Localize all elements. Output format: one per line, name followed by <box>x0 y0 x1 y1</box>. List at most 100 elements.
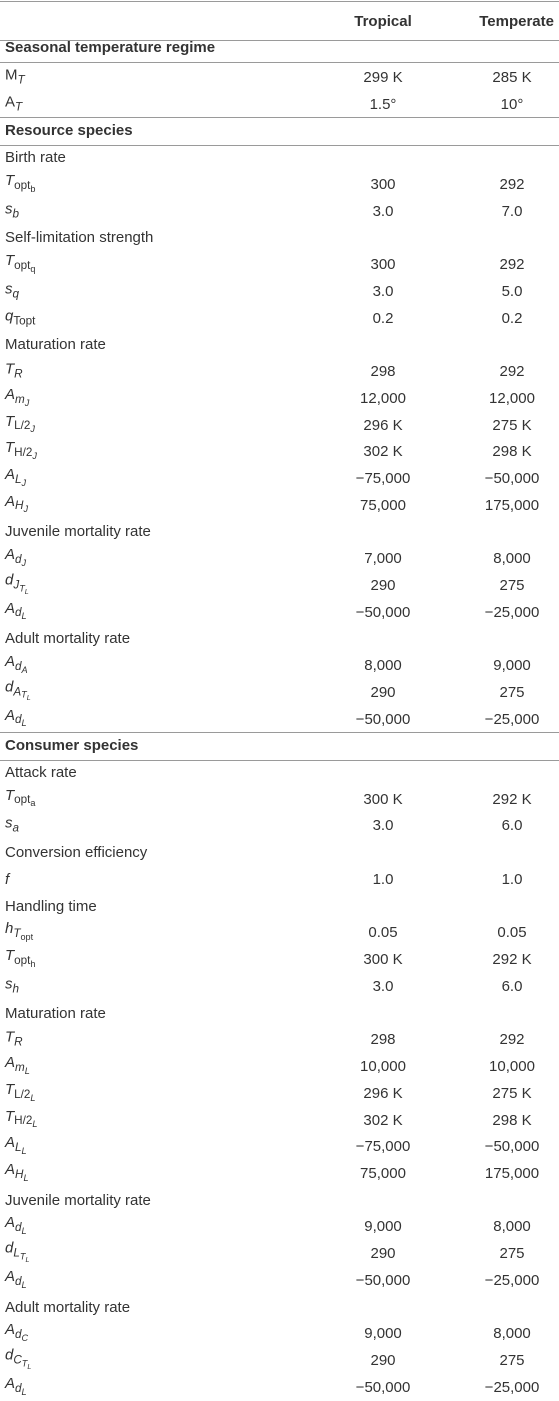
value-cell: 0.2 <box>372 309 394 327</box>
symbol-part: q <box>12 287 20 301</box>
value-cell: 292 <box>499 256 525 274</box>
symbol-part: R <box>14 367 23 381</box>
value-cell: 275 <box>499 1245 525 1263</box>
value-cell: 0.05 <box>497 924 527 942</box>
symbol-part: opt <box>20 932 34 943</box>
symbol-part: A <box>5 93 16 111</box>
symbol-part: J <box>30 424 35 435</box>
symbol-part: A <box>5 466 16 484</box>
value-cell: 6.0 <box>501 817 523 835</box>
value-cell: 275 K <box>492 416 532 434</box>
value-cell: 298 <box>370 363 396 381</box>
symbol-part: T <box>19 1251 26 1262</box>
symbol-part: T <box>5 360 15 378</box>
parameter-symbol: AmL <box>5 1054 30 1080</box>
value-cell: 5.0 <box>501 282 523 300</box>
symbol-part: L/2 <box>14 419 31 433</box>
parameter-symbol: ALJ <box>5 466 26 492</box>
subscript: dL <box>15 713 27 728</box>
subscript: TL <box>22 1358 32 1371</box>
symbol-part: C <box>21 1333 29 1344</box>
section-title: Consumer species <box>5 737 139 755</box>
symbol-part: Topt <box>13 313 36 327</box>
value-cell: 10,000 <box>489 1058 535 1076</box>
subscript: L <box>27 1363 31 1371</box>
value-cell: 0.05 <box>368 924 398 942</box>
symbol-part: d <box>15 606 22 620</box>
value-cell: 3.0 <box>372 977 394 995</box>
parameter-symbol: TL/2L <box>5 1081 36 1107</box>
value-cell: 298 K <box>492 443 532 461</box>
subscript: ATL <box>13 685 31 702</box>
subscript: J <box>22 478 27 488</box>
group-title: Self-limitation strength <box>5 229 154 247</box>
symbol-part: q <box>5 307 14 325</box>
subscript: L <box>27 694 31 702</box>
parameter-symbol: sq <box>5 280 19 303</box>
subscript: L <box>22 718 27 728</box>
group-title: Maturation rate <box>5 336 106 354</box>
group-title: Maturation rate <box>5 1004 106 1022</box>
parameter-symbol: AdL <box>5 707 27 733</box>
symbol-part: L <box>13 1246 20 1260</box>
value-cell: 12,000 <box>489 389 535 407</box>
value-cell: 290 <box>370 576 396 594</box>
parameter-symbol: sa <box>5 815 19 838</box>
parameter-symbol: Toptb <box>5 172 36 198</box>
symbol-part: T <box>5 947 15 965</box>
subscript: opt <box>20 932 33 942</box>
subscript: L <box>32 1119 37 1129</box>
symbol-part: A <box>5 492 16 510</box>
subscript: optb <box>14 179 36 194</box>
parameter-symbol: AdL <box>5 1215 27 1241</box>
subscript: a <box>30 799 35 809</box>
symbol-part: T <box>5 1028 15 1046</box>
value-cell: 292 K <box>492 951 532 969</box>
subscript: L <box>25 1066 30 1076</box>
value-cell: 298 <box>370 1031 396 1049</box>
symbol-part: L <box>26 694 31 703</box>
rule <box>0 62 559 63</box>
value-cell: 9,000 <box>493 657 531 675</box>
value-cell: 8,000 <box>493 1325 531 1343</box>
symbol-part: H/2 <box>14 446 33 460</box>
value-cell: 302 K <box>363 1111 403 1129</box>
value-cell: 3.0 <box>372 282 394 300</box>
symbol-part: L <box>21 718 27 729</box>
symbol-part: L <box>23 1172 29 1183</box>
value-cell: 292 <box>499 363 525 381</box>
rule <box>0 40 559 41</box>
symbol-part: d <box>5 678 14 696</box>
subscript: LTL <box>13 1246 29 1263</box>
symbol-part: b <box>30 183 36 194</box>
value-cell: 300 K <box>363 790 403 808</box>
value-cell: 298 K <box>492 1111 532 1129</box>
group-title: Conversion efficiency <box>5 844 148 862</box>
subscript: L <box>22 1387 27 1397</box>
subscript: TL <box>21 690 31 702</box>
symbol-part: T <box>5 252 15 270</box>
parameter-symbol: dCTL <box>5 1347 31 1376</box>
subscript: L <box>25 587 29 595</box>
subscript: b <box>13 207 20 220</box>
subscript: mL <box>15 1061 30 1076</box>
parameter-symbol: qTopt <box>5 307 35 330</box>
symbol-part: J <box>24 397 30 408</box>
value-cell: 275 K <box>492 1084 532 1102</box>
value-cell: −50,000 <box>355 1378 411 1396</box>
value-cell: −50,000 <box>355 710 411 728</box>
value-cell: 175,000 <box>484 1164 540 1182</box>
parameter-symbol: Toptq <box>5 252 36 278</box>
symbol-part: A <box>13 685 22 699</box>
symbol-part: A <box>5 1374 16 1392</box>
section-title: Seasonal temperature regime <box>5 39 216 56</box>
subscript: CTL <box>13 1353 32 1371</box>
value-cell: 7.0 <box>501 202 523 220</box>
symbol-part: s <box>5 280 13 298</box>
subscript: dJ <box>15 553 26 568</box>
parameter-symbol: TL/2J <box>5 413 35 439</box>
rule <box>0 117 559 119</box>
column-header: Temperate <box>479 13 554 30</box>
subscript: opta <box>14 794 35 809</box>
